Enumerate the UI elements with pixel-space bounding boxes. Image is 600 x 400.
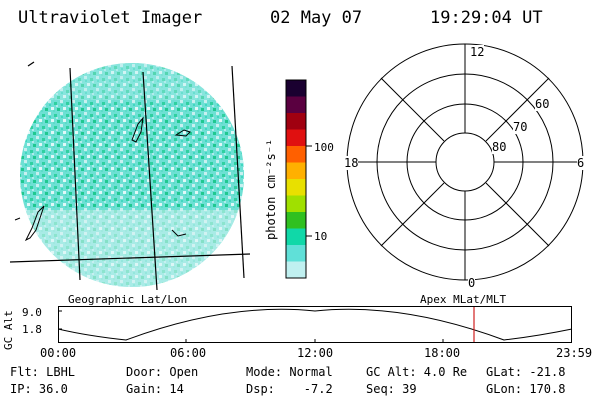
time-tick-0600: 06:00 (170, 346, 207, 360)
colorbar-band (286, 129, 306, 147)
mlt-label-12: 12 (470, 45, 485, 59)
glon-status: GLon: 170.8 (486, 382, 566, 396)
uv-image-panel (9, 61, 251, 290)
mlt-label-0: 0 (468, 276, 476, 290)
filter-status: Flt: LBHL (10, 365, 76, 379)
colorbar-band (286, 96, 306, 114)
colorbar-band (286, 146, 306, 163)
mlt-label-6: 6 (577, 156, 585, 170)
mlat-label-70: 70 (513, 120, 528, 134)
polar-ring-80 (435, 132, 495, 192)
time-tick-1200: 12:00 (297, 346, 334, 360)
mlat-label-80: 80 (492, 140, 507, 154)
dsp-status: Dsp: -7.2 (246, 382, 333, 396)
lat-lon-grid (9, 61, 251, 290)
coastlines (14, 116, 191, 242)
gc-alt-plot (58, 306, 573, 343)
colorbar-tick-10: 10 (314, 230, 328, 243)
colorbar-band (286, 195, 306, 213)
date-label: 02 May 07 (270, 8, 363, 28)
colorbar-band (286, 113, 306, 130)
colorbar-unit-label: photon cm⁻²s⁻¹ (264, 138, 278, 240)
time-tick-0000: 00:00 (40, 346, 77, 360)
seq-status: Seq: 39 (366, 382, 417, 396)
glat-status: GLat: -21.8 (486, 365, 566, 379)
geo-panel-label: Geographic Lat/Lon (68, 293, 188, 306)
apex-panel-label: Apex MLat/MLT (420, 293, 507, 306)
colorbar-band (286, 80, 306, 97)
colorbar-band (286, 228, 306, 246)
time-label: 19:29:04 UT (430, 8, 543, 28)
mlat-label-60: 60 (535, 97, 550, 111)
gc-alt-status: GC Alt: 4.0 Re (366, 365, 468, 379)
gc-alt-tick-low: 1.8 (22, 323, 42, 336)
gain-status: Gain: 14 (126, 382, 184, 396)
colorbar-band (286, 179, 306, 196)
mlt-label-18: 18 (344, 156, 359, 170)
gc-alt-curve (58, 308, 573, 341)
gc-alt-tick-high: 9.0 (22, 306, 42, 319)
door-status: Door: Open (126, 365, 199, 379)
time-tick-1800: 18:00 (424, 346, 461, 360)
colorbar-tick-100: 100 (314, 141, 334, 154)
instrument-title: Ultraviolet Imager (18, 8, 203, 28)
mode-status: Mode: Normal (246, 365, 333, 379)
colorbar (285, 79, 312, 279)
colorbar-band (286, 245, 306, 262)
time-tick-2359: 23:59 (556, 346, 593, 360)
colorbar-band (286, 162, 306, 180)
colorbar-band (286, 261, 306, 279)
ip-status: IP: 36.0 (10, 382, 68, 396)
colorbar-band (286, 212, 306, 229)
polar-plot (346, 43, 584, 281)
gc-alt-axis-title: GC Alt (2, 310, 15, 350)
